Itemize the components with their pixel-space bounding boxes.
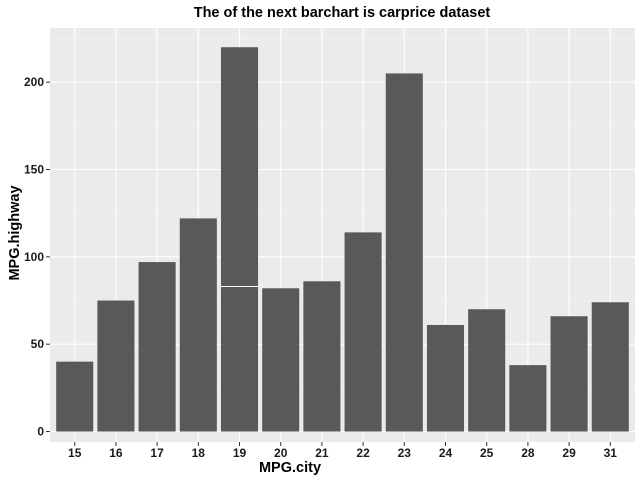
bar-21 — [303, 281, 341, 432]
bar-19-segment-1 — [220, 286, 259, 432]
bar-16 — [97, 300, 135, 432]
bar-23 — [385, 73, 423, 432]
bar-31 — [591, 302, 629, 432]
chart-title: The of the next barchart is carprice dat… — [194, 5, 491, 21]
bar-29 — [550, 316, 588, 432]
x-tick-label: 15 — [68, 446, 82, 460]
bar-28 — [509, 365, 547, 432]
bar-17 — [138, 262, 176, 432]
bar-25 — [468, 309, 506, 432]
x-axis: 15 16 17 18 19 20 21 22 23 24 25 28 29 31 — [68, 442, 617, 460]
x-tick-label: 24 — [439, 446, 453, 460]
bar-15 — [56, 361, 94, 432]
bar-19-segment-2 — [220, 47, 259, 287]
bars — [56, 47, 629, 432]
plot-panel — [50, 28, 635, 442]
bar-18 — [179, 218, 217, 432]
x-tick-label: 20 — [274, 446, 288, 460]
x-tick-label: 31 — [604, 446, 618, 460]
y-tick-label: 150 — [24, 162, 44, 176]
y-tick-label: 50 — [31, 337, 45, 351]
y-axis: 0 50 100 150 200 — [24, 75, 50, 439]
y-axis-title: MPG.highway — [7, 185, 23, 280]
x-tick-label: 21 — [315, 446, 329, 460]
x-tick-label: 25 — [480, 446, 494, 460]
bar-24 — [426, 324, 465, 432]
x-tick-label: 16 — [109, 446, 123, 460]
x-tick-label: 18 — [192, 446, 206, 460]
y-tick-label: 100 — [24, 250, 44, 264]
x-tick-label: 17 — [150, 446, 164, 460]
x-tick-label: 29 — [562, 446, 576, 460]
x-tick-label: 23 — [398, 446, 412, 460]
x-axis-title: MPG.city — [259, 460, 321, 476]
x-tick-label: 22 — [356, 446, 370, 460]
bar-20 — [262, 288, 300, 432]
y-tick-label: 0 — [37, 425, 44, 439]
x-tick-label: 28 — [521, 446, 535, 460]
y-tick-label: 200 — [24, 75, 44, 89]
x-tick-label: 19 — [233, 446, 247, 460]
bar-22 — [344, 232, 382, 432]
